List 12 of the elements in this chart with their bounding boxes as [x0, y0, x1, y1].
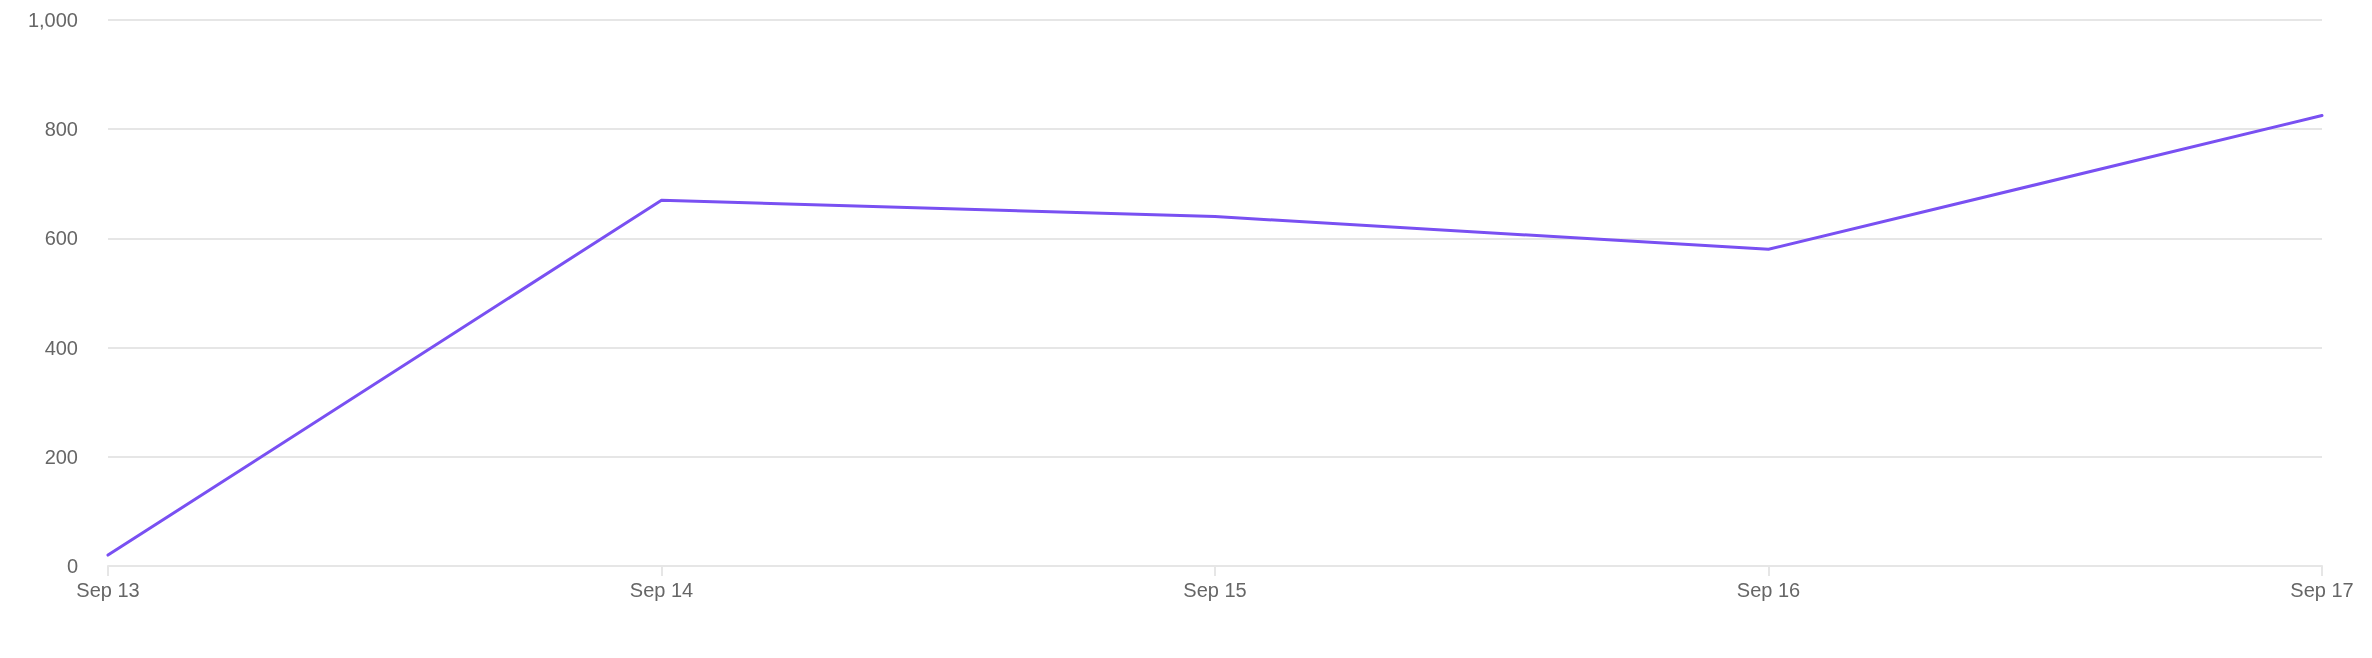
y-tick-label: 800 — [44, 118, 78, 141]
x-tick-label: Sep 14 — [629, 579, 694, 601]
y-tick-label: 600 — [44, 227, 78, 250]
x-tick-label: Sep 17 — [2290, 579, 2354, 601]
y-tick-label: 400 — [44, 336, 78, 359]
y-tick-label: 1,000 — [27, 9, 78, 31]
line-series — [106, 114, 2324, 557]
x-tick-label: Sep 15 — [1183, 579, 1247, 601]
x-tick-label: Sep 13 — [76, 579, 140, 601]
y-tick-label: 0 — [66, 555, 78, 577]
x-tick-label: Sep 16 — [1736, 579, 1801, 601]
y-tick-label: 200 — [44, 445, 78, 468]
